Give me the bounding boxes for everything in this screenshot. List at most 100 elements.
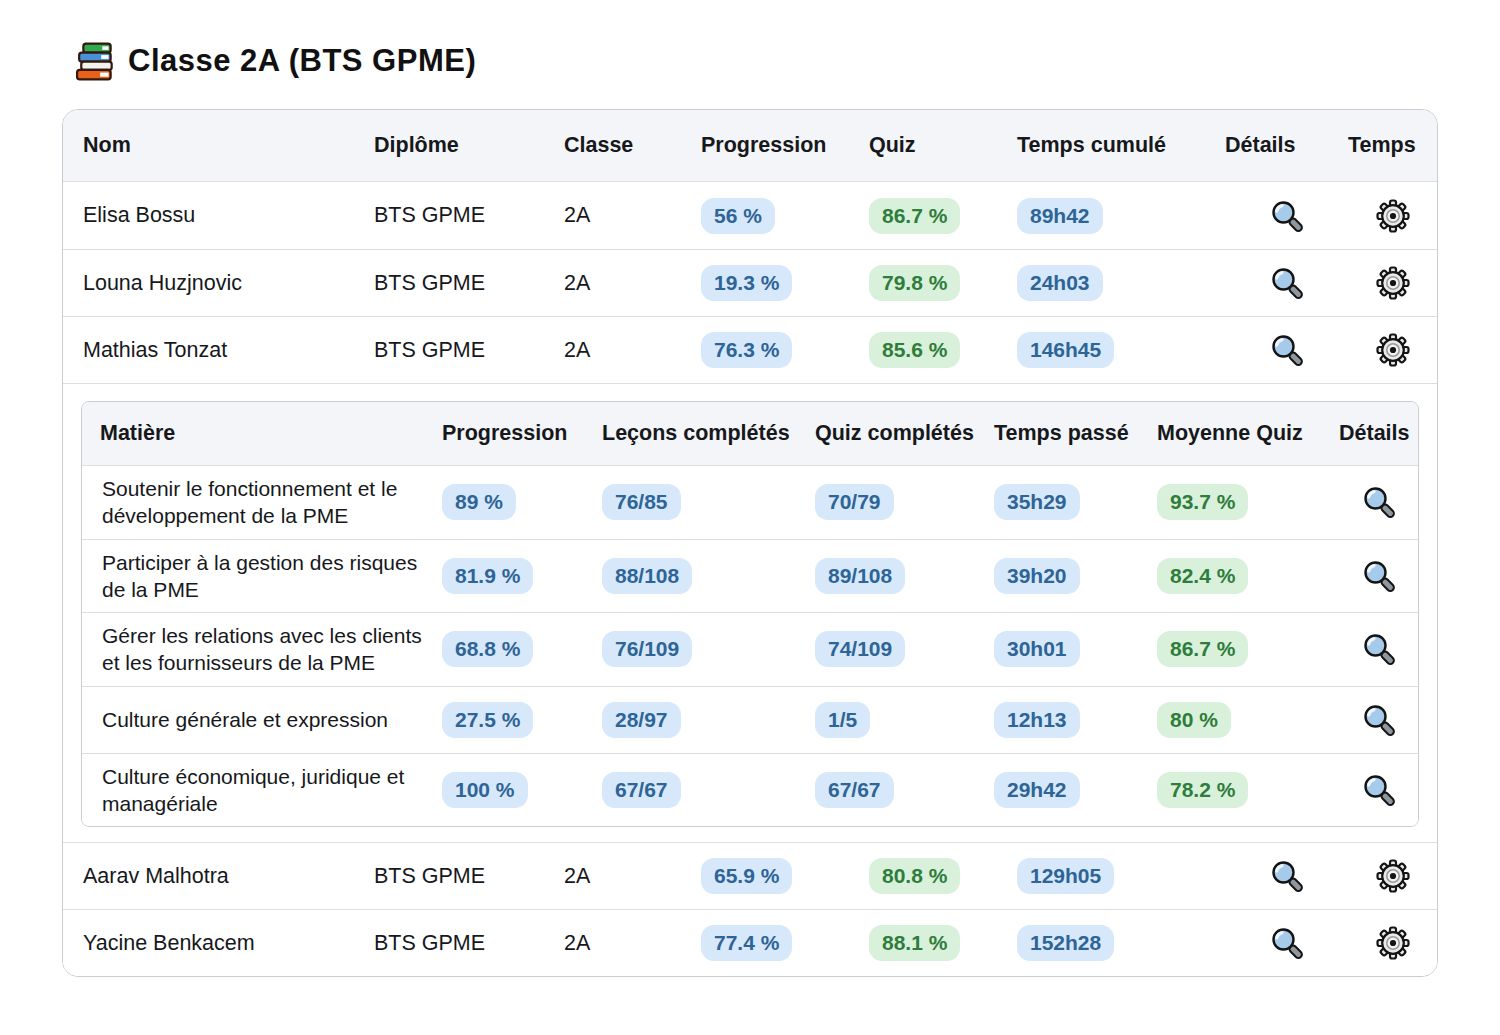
subject-row: Culture générale et expression 27.5 % 28…	[82, 686, 1418, 753]
student-time-cell: 146h45	[1017, 332, 1225, 368]
time-settings-button[interactable]	[1375, 198, 1411, 234]
time-spent-badge: 12h13	[994, 702, 1080, 738]
subject-name: Participer à la gestion des risques de l…	[100, 540, 442, 613]
subject-quiz-cell: 74/109	[815, 631, 994, 667]
subject-progression-badge: 100 %	[442, 772, 528, 808]
quiz-average-badge: 86.7 %	[869, 198, 960, 234]
quiz-average-badge: 79.8 %	[869, 265, 960, 301]
subject-row: Participer à la gestion des risques de l…	[82, 539, 1418, 613]
subject-progression-cell: 68.8 %	[442, 631, 602, 667]
progression-badge: 19.3 %	[701, 265, 792, 301]
student-progression-cell: 77.4 %	[701, 925, 869, 961]
subject-progression-cell: 100 %	[442, 772, 602, 808]
header-lecons-completes: Leçons complétés	[602, 421, 815, 446]
details-button[interactable]	[1361, 631, 1397, 667]
details-button[interactable]	[1269, 198, 1305, 234]
header-progression: Progression	[701, 133, 869, 158]
progression-badge: 77.4 %	[701, 925, 792, 961]
subject-lessons-cell: 67/67	[602, 772, 815, 808]
header-temps: Temps	[1348, 133, 1437, 158]
subject-average-cell: 80 %	[1157, 702, 1339, 738]
details-button[interactable]	[1361, 484, 1397, 520]
student-row[interactable]: Mathias Tonzat BTS GPME 2A 76.3 % 85.6 %…	[63, 316, 1437, 383]
students-rows: Elisa Bossu BTS GPME 2A 56 % 86.7 % 89h4…	[63, 182, 1437, 976]
subject-details-cell	[1339, 484, 1418, 520]
student-progression-cell: 65.9 %	[701, 858, 869, 894]
students-table-header: Nom Diplôme Classe Progression Quiz Temp…	[63, 110, 1437, 182]
header-classe: Classe	[564, 133, 701, 158]
class-dashboard-page: Classe 2A (BTS GPME) Nom Diplôme Classe …	[0, 0, 1500, 1007]
student-name: Yacine Benkacem	[83, 931, 374, 956]
subject-lessons-cell: 76/109	[602, 631, 815, 667]
time-spent-badge: 29h42	[994, 772, 1080, 808]
subject-quiz-cell: 89/108	[815, 558, 994, 594]
student-time-cell: 89h42	[1017, 198, 1225, 234]
subject-lessons-cell: 88/108	[602, 558, 815, 594]
subject-time-cell: 35h29	[994, 484, 1157, 520]
lessons-completed-badge: 76/109	[602, 631, 692, 667]
header-nom: Nom	[83, 133, 374, 158]
header-sub-details: Détails	[1339, 421, 1418, 446]
subject-average-cell: 86.7 %	[1157, 631, 1339, 667]
subject-details-cell	[1339, 702, 1418, 738]
quiz-average-badge: 93.7 %	[1157, 484, 1248, 520]
student-progression-cell: 19.3 %	[701, 265, 869, 301]
student-row[interactable]: Aarav Malhotra BTS GPME 2A 65.9 % 80.8 %…	[63, 842, 1437, 909]
student-class: 2A	[564, 864, 701, 889]
subject-average-cell: 93.7 %	[1157, 484, 1339, 520]
subject-progression-badge: 68.8 %	[442, 631, 533, 667]
quiz-average-badge: 82.4 %	[1157, 558, 1248, 594]
header-sub-progression: Progression	[442, 421, 602, 446]
time-settings-button[interactable]	[1375, 332, 1411, 368]
details-button[interactable]	[1269, 332, 1305, 368]
subject-name: Culture générale et expression	[100, 697, 442, 742]
lessons-completed-badge: 76/85	[602, 484, 681, 520]
subject-average-cell: 78.2 %	[1157, 772, 1339, 808]
details-button[interactable]	[1269, 925, 1305, 961]
subject-quiz-cell: 67/67	[815, 772, 994, 808]
subject-row: Soutenir le fonctionnement et le dévelop…	[82, 466, 1418, 539]
time-settings-button[interactable]	[1375, 265, 1411, 301]
student-time-cell: 129h05	[1017, 858, 1225, 894]
details-button[interactable]	[1361, 772, 1397, 808]
student-row[interactable]: Yacine Benkacem BTS GPME 2A 77.4 % 88.1 …	[63, 909, 1437, 976]
student-row[interactable]: Elisa Bossu BTS GPME 2A 56 % 86.7 % 89h4…	[63, 182, 1437, 249]
subject-time-cell: 39h20	[994, 558, 1157, 594]
subjects-panel: Matière Progression Leçons complétés Qui…	[63, 383, 1437, 842]
student-quiz-cell: 86.7 %	[869, 198, 1017, 234]
subject-quiz-cell: 70/79	[815, 484, 994, 520]
time-settings-button[interactable]	[1375, 858, 1411, 894]
student-name: Mathias Tonzat	[83, 338, 374, 363]
page-header: Classe 2A (BTS GPME)	[76, 40, 1438, 82]
student-diploma: BTS GPME	[374, 271, 564, 296]
student-quiz-cell: 79.8 %	[869, 265, 1017, 301]
time-spent-badge: 30h01	[994, 631, 1080, 667]
subject-name: Soutenir le fonctionnement et le dévelop…	[100, 466, 442, 539]
student-diploma: BTS GPME	[374, 338, 564, 363]
subject-row: Gérer les relations avec les clients et …	[82, 612, 1418, 686]
header-diplome: Diplôme	[374, 133, 564, 158]
subject-lessons-cell: 76/85	[602, 484, 815, 520]
subject-progression-badge: 27.5 %	[442, 702, 533, 738]
time-settings-button[interactable]	[1375, 925, 1411, 961]
subjects-table-header: Matière Progression Leçons complétés Qui…	[82, 402, 1418, 466]
header-quiz-completes: Quiz complétés	[815, 421, 994, 446]
student-time-cell: 152h28	[1017, 925, 1225, 961]
student-row[interactable]: Louna Huzjnovic BTS GPME 2A 19.3 % 79.8 …	[63, 249, 1437, 316]
details-button[interactable]	[1269, 265, 1305, 301]
page-title: Classe 2A (BTS GPME)	[128, 43, 476, 79]
student-name: Aarav Malhotra	[83, 864, 374, 889]
quiz-completed-badge: 74/109	[815, 631, 905, 667]
student-time-cell: 24h03	[1017, 265, 1225, 301]
student-time-settings-cell	[1348, 925, 1437, 961]
subject-time-cell: 30h01	[994, 631, 1157, 667]
details-button[interactable]	[1361, 702, 1397, 738]
student-quiz-cell: 80.8 %	[869, 858, 1017, 894]
progression-badge: 76.3 %	[701, 332, 792, 368]
student-quiz-cell: 88.1 %	[869, 925, 1017, 961]
details-button[interactable]	[1361, 558, 1397, 594]
details-button[interactable]	[1269, 858, 1305, 894]
student-details-cell	[1225, 925, 1348, 961]
subject-time-cell: 29h42	[994, 772, 1157, 808]
student-name: Elisa Bossu	[83, 203, 374, 228]
